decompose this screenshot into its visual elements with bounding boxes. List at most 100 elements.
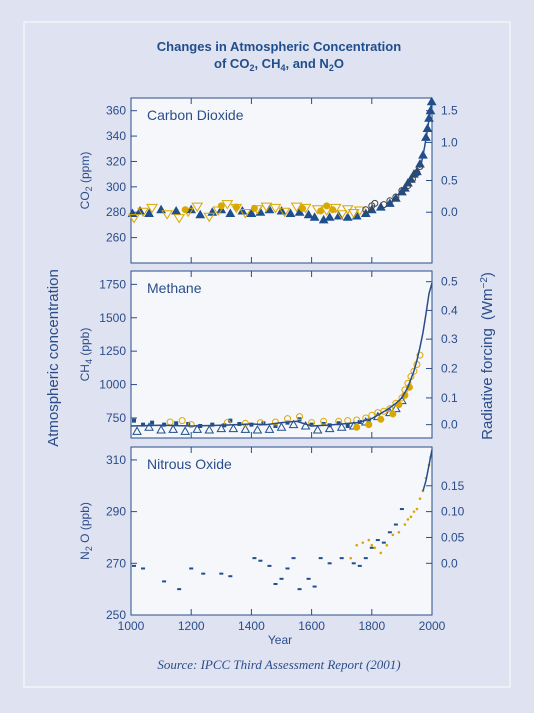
y-axis-label: CH4 (ppb) xyxy=(78,328,94,382)
series-3-circle xyxy=(362,163,424,214)
data-point-square xyxy=(336,421,341,426)
source-note: Source: IPCC Third Assessment Report (20… xyxy=(157,657,400,672)
right-tick-label: 0.5 xyxy=(441,174,458,188)
data-point-triangle xyxy=(228,423,239,433)
y-tick-label: 360 xyxy=(106,104,126,118)
data-point-triangle xyxy=(156,424,166,434)
data-point-circle xyxy=(365,421,373,429)
data-point-dash xyxy=(162,580,167,583)
title-sub-2: 4 xyxy=(280,63,285,73)
data-point-dot xyxy=(409,515,413,519)
right-tick-label: 0.0 xyxy=(441,418,458,432)
y-tick-label: 340 xyxy=(106,129,126,143)
data-point-triangle xyxy=(324,423,335,433)
data-point-dash xyxy=(219,572,224,575)
data-point-dot xyxy=(373,546,377,550)
plot-area xyxy=(130,270,433,439)
chart-panels: Carbon Dioxide 260 280 300 320 340 360 0.0 0.5 1.… xyxy=(78,96,465,633)
data-point-dot xyxy=(403,523,407,526)
data-point-circle xyxy=(416,163,424,171)
right-axis-title-end: ) xyxy=(479,272,496,277)
data-point-dot xyxy=(406,518,410,521)
data-point-triangle xyxy=(312,424,323,434)
data-point-triangle xyxy=(144,422,154,431)
x-tick-label: 1000 xyxy=(118,619,145,633)
data-point-dash xyxy=(267,564,272,567)
data-point-triangle-down xyxy=(173,214,186,224)
data-point-triangle xyxy=(252,424,263,434)
title-ch4-text: , CH xyxy=(254,56,280,71)
right-tick-label: 0.3 xyxy=(441,332,458,346)
y-tick-label: 1750 xyxy=(99,277,126,291)
data-point-triangle-down xyxy=(278,207,291,218)
data-point-dot xyxy=(361,541,365,544)
data-point-dash xyxy=(279,577,284,580)
data-point-dot xyxy=(397,530,401,534)
x-tick-label: 2000 xyxy=(419,619,446,633)
data-point-triangle-down xyxy=(128,214,140,224)
data-point-circle xyxy=(320,417,328,425)
data-point-triangle xyxy=(171,205,182,215)
data-point-dash xyxy=(132,564,137,567)
data-point-circle xyxy=(371,199,379,207)
data-point-circle xyxy=(362,206,370,214)
right-tick-label: 0.4 xyxy=(441,303,458,317)
data-point-dash xyxy=(318,557,323,560)
data-point-circle xyxy=(413,169,421,177)
data-point-dot xyxy=(412,510,416,513)
data-point-dash xyxy=(363,557,368,560)
data-point-triangle-down xyxy=(239,209,252,219)
data-point-dash xyxy=(291,557,296,560)
data-point-dash xyxy=(393,523,398,526)
series-line xyxy=(422,449,433,492)
data-point-triangle-down xyxy=(335,210,348,220)
series-0-dash xyxy=(132,508,404,591)
data-point-dash xyxy=(189,567,194,570)
series-3-circle xyxy=(353,383,413,431)
panel-carbon-dioxide: Carbon Dioxide 260 280 300 320 340 360 0.0 0.5 1.… xyxy=(78,96,458,264)
right-tick-label: 0.0 xyxy=(441,556,458,570)
right-tick-label: 1.0 xyxy=(441,135,458,149)
data-point-triangle-down xyxy=(353,206,366,216)
right-tick-label: 0.0 xyxy=(441,205,458,219)
data-point-dash xyxy=(375,539,380,542)
y-axis-label-sub: 2 xyxy=(84,546,94,551)
data-point-triangle xyxy=(195,209,206,219)
data-point-circle xyxy=(299,204,307,212)
data-point-triangle xyxy=(375,202,386,211)
right-tick-label: 0.1 xyxy=(441,391,458,405)
y-axis-label: N2 O (ppb) xyxy=(78,502,94,560)
data-point-triangle xyxy=(135,205,145,215)
data-point-triangle xyxy=(168,424,179,433)
x-tick-label: 1800 xyxy=(358,619,385,633)
y-axis-label-sub: 2 xyxy=(84,186,94,191)
data-point-triangle xyxy=(276,205,287,215)
panel-label: Methane xyxy=(147,280,202,296)
data-point-square xyxy=(174,421,179,426)
right-tick-label: 0.5 xyxy=(441,275,458,289)
data-point-circle xyxy=(323,202,331,210)
plot-area xyxy=(130,97,433,264)
title-end-text: O xyxy=(334,56,344,71)
data-point-triangle xyxy=(342,212,353,221)
y-tick-label: 250 xyxy=(106,608,126,622)
x-tick-label: 1400 xyxy=(238,619,265,633)
data-point-square xyxy=(366,418,371,423)
y-tick-label: 300 xyxy=(106,180,126,194)
panel-label: Carbon Dioxide xyxy=(147,107,244,123)
data-point-circle xyxy=(241,419,249,427)
series-1-triangle-down xyxy=(128,200,366,224)
y-axis-label-units: O (ppb) xyxy=(78,502,92,546)
series-2-line xyxy=(422,449,433,492)
data-point-circle xyxy=(404,182,412,190)
data-point-circle xyxy=(410,367,418,375)
data-point-dot xyxy=(370,543,374,547)
y-tick-label: 270 xyxy=(106,556,126,570)
data-point-dash xyxy=(285,567,290,570)
data-point-dash xyxy=(228,575,233,578)
data-point-triangle xyxy=(324,212,335,221)
right-axis-title-units: (Wm xyxy=(479,289,496,321)
data-point-dot xyxy=(418,497,422,500)
data-point-triangle-down xyxy=(191,202,204,213)
